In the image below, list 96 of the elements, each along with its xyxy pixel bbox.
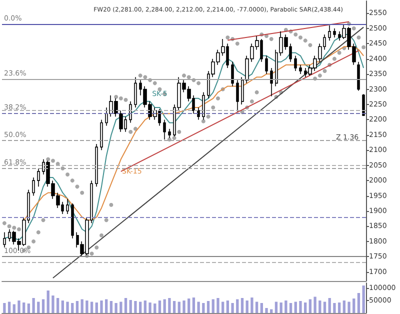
bar [221, 302, 224, 313]
candlestick [333, 28, 336, 38]
bar [333, 303, 336, 313]
bar [168, 298, 171, 313]
bar [338, 302, 341, 313]
bar [289, 303, 292, 313]
bar [3, 303, 6, 313]
candlestick [71, 202, 74, 239]
bar [206, 301, 210, 313]
bar [61, 300, 64, 313]
bar [236, 299, 239, 313]
bar [120, 302, 122, 313]
bar [86, 300, 88, 313]
bar [12, 304, 16, 313]
bar [95, 302, 98, 313]
bar [134, 301, 137, 313]
bar [100, 300, 103, 313]
bar [216, 298, 220, 313]
candlestick [163, 119, 166, 140]
bar [231, 303, 234, 313]
bar [357, 293, 360, 313]
candlestick [265, 55, 268, 74]
bar [352, 298, 356, 313]
bar [226, 300, 230, 313]
bar [202, 303, 205, 313]
bar [148, 302, 152, 313]
bar [32, 298, 35, 313]
bar [158, 300, 162, 313]
candlestick [357, 61, 360, 92]
candlestick [231, 61, 234, 87]
candlestick [294, 55, 297, 72]
bar [178, 302, 180, 313]
bar [42, 299, 45, 313]
bar [240, 298, 244, 313]
bar [318, 300, 322, 313]
bar [342, 300, 346, 313]
candlestick [3, 232, 6, 248]
bar [182, 300, 186, 313]
candlestick [66, 198, 69, 214]
bar [188, 298, 190, 313]
candlestick [299, 64, 302, 74]
bar [314, 296, 316, 313]
bar [71, 303, 74, 313]
candlestick [362, 94, 365, 116]
candlestick [37, 168, 40, 188]
bar [362, 286, 365, 313]
candlestick [270, 68, 273, 97]
candlestick [134, 76, 137, 108]
bar [192, 298, 196, 313]
bar [105, 299, 108, 313]
bar [299, 301, 302, 313]
bar [308, 299, 312, 313]
bar [328, 298, 331, 313]
bar [52, 296, 54, 313]
bar [46, 290, 50, 313]
candlestick [236, 80, 239, 112]
bar [246, 300, 248, 313]
bar [172, 301, 176, 313]
bar [66, 302, 69, 313]
bar [124, 298, 128, 313]
candlestick [119, 110, 123, 132]
bar [284, 300, 288, 313]
bar [304, 302, 307, 313]
bar [110, 301, 113, 313]
candlestick [95, 144, 98, 188]
bar [37, 302, 40, 313]
candlestick [105, 107, 108, 126]
bar [138, 302, 142, 313]
bar [323, 302, 326, 313]
bar [348, 302, 350, 313]
bar [154, 304, 156, 313]
bar [76, 301, 79, 313]
bar [163, 299, 166, 313]
bar [80, 299, 84, 313]
bar [255, 302, 258, 313]
candlestick [328, 24, 331, 41]
bar [274, 302, 278, 313]
candlestick [32, 177, 35, 196]
bar [18, 300, 20, 313]
bar [56, 298, 60, 313]
bar [129, 300, 132, 313]
bar [280, 302, 282, 313]
bar [250, 298, 254, 313]
bar [212, 299, 214, 313]
bar [294, 302, 297, 313]
bar [22, 302, 26, 313]
bar [197, 302, 200, 313]
bar [144, 300, 147, 313]
bar [265, 308, 268, 313]
candlestick [197, 107, 200, 120]
bar [114, 303, 118, 313]
bar [27, 304, 30, 313]
candlestick [100, 119, 103, 151]
bar [90, 302, 94, 313]
bar [260, 303, 263, 313]
bar [8, 302, 11, 313]
